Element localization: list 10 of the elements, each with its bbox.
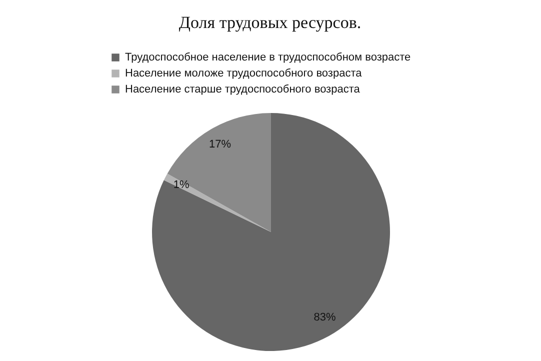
chart-title: Доля трудовых ресурсов. (178, 13, 362, 32)
legend-label: Трудоспособное население в трудоспособном возрасте (125, 52, 411, 64)
data-label: 1% (173, 179, 190, 192)
legend-label: Население моложе трудоспособного возраста (125, 68, 363, 80)
data-label: 17% (208, 138, 232, 151)
pie-slice (152, 113, 390, 351)
pie-slice (167, 113, 271, 232)
data-label: 83% (314, 312, 336, 324)
pie-slice (164, 174, 271, 232)
legend-label: Население старше трудоспособного возраста (125, 84, 361, 96)
